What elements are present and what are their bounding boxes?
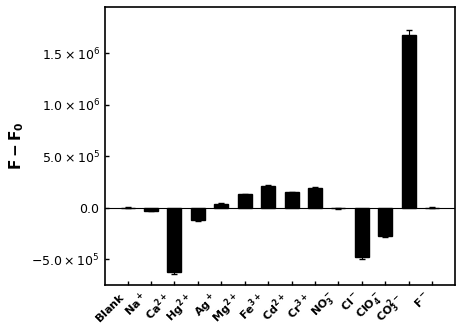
Bar (285, 192, 298, 208)
Bar (214, 204, 228, 208)
Bar (355, 208, 369, 257)
Bar (308, 188, 322, 208)
Bar (144, 208, 158, 211)
Bar (167, 208, 182, 272)
Bar (191, 208, 205, 220)
Bar (401, 35, 416, 208)
Y-axis label: $\mathbf{F - F_0}$: $\mathbf{F - F_0}$ (7, 122, 26, 170)
Bar (261, 186, 275, 208)
Bar (237, 194, 252, 208)
Bar (378, 208, 392, 236)
